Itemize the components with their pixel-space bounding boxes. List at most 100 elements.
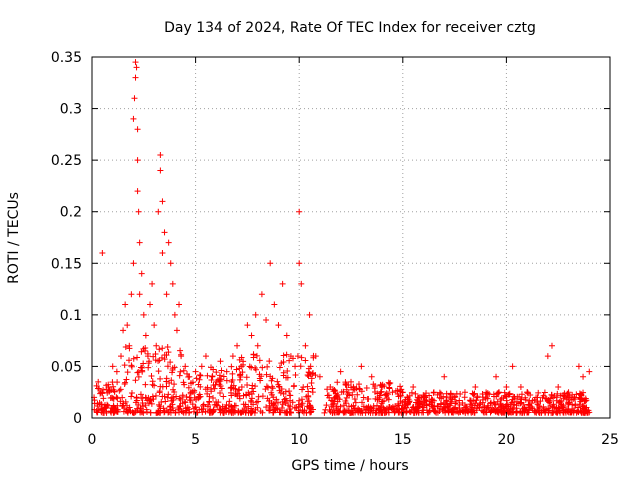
data-point xyxy=(430,397,437,404)
data-point xyxy=(286,405,293,412)
data-point xyxy=(167,359,174,366)
data-point xyxy=(438,395,445,402)
data-point xyxy=(140,311,147,318)
data-point xyxy=(299,406,306,413)
data-point xyxy=(208,376,215,383)
data-point xyxy=(336,408,343,415)
data-point xyxy=(342,409,349,416)
data-point xyxy=(169,280,176,287)
data-point xyxy=(476,404,483,411)
data-point xyxy=(147,396,154,403)
data-point xyxy=(370,403,377,410)
data-point xyxy=(99,389,106,396)
data-point xyxy=(120,400,127,407)
y-tick-label: 0 xyxy=(73,411,82,427)
data-point xyxy=(166,403,173,410)
x-tick-label: 25 xyxy=(601,432,619,448)
data-point xyxy=(283,351,290,358)
data-point xyxy=(133,64,140,71)
data-point xyxy=(376,394,383,401)
data-point xyxy=(294,353,301,360)
data-point xyxy=(280,390,287,397)
data-point xyxy=(510,404,517,411)
data-point xyxy=(309,406,316,413)
data-point xyxy=(236,392,243,399)
data-point xyxy=(562,408,569,415)
data-point xyxy=(414,405,421,412)
data-point xyxy=(149,393,156,400)
data-point xyxy=(389,389,396,396)
data-point xyxy=(513,408,520,415)
data-point xyxy=(451,394,458,401)
data-point xyxy=(94,409,101,416)
data-point xyxy=(343,382,350,389)
data-point xyxy=(309,389,316,396)
data-point xyxy=(308,379,315,386)
data-point xyxy=(424,409,431,416)
data-point xyxy=(177,347,184,354)
data-point xyxy=(453,390,460,397)
data-point xyxy=(286,388,293,395)
data-point xyxy=(316,373,323,380)
x-tick-label: 10 xyxy=(290,432,308,448)
data-point xyxy=(468,408,475,415)
y-tick-labels: 0 0.05 0.1 0.15 0.2 0.25 0.3 0.35 xyxy=(51,50,82,427)
data-point xyxy=(493,373,500,380)
data-point xyxy=(358,363,365,370)
data-point xyxy=(154,409,161,416)
data-point xyxy=(228,384,235,391)
data-point xyxy=(200,401,207,408)
data-point xyxy=(210,395,217,402)
data-point xyxy=(508,399,515,406)
data-point xyxy=(159,383,166,390)
y-tick-label: 0.3 xyxy=(60,102,82,118)
data-point xyxy=(296,260,303,267)
data-point xyxy=(164,363,171,370)
data-point xyxy=(359,399,366,406)
data-point xyxy=(252,406,259,413)
data-point xyxy=(235,386,242,393)
data-point xyxy=(198,406,205,413)
data-point xyxy=(463,403,470,410)
data-point xyxy=(124,322,131,329)
data-point xyxy=(197,383,204,390)
data-point xyxy=(263,383,270,390)
data-point xyxy=(132,59,139,66)
data-point xyxy=(482,394,489,401)
data-point xyxy=(175,406,182,413)
data-point xyxy=(101,409,108,416)
data-point xyxy=(248,364,255,371)
data-point xyxy=(134,126,141,133)
data-point xyxy=(149,280,156,287)
data-point xyxy=(142,332,149,339)
data-point xyxy=(254,398,261,405)
data-point xyxy=(134,369,141,376)
data-point xyxy=(217,406,224,413)
data-point xyxy=(471,390,478,397)
data-point xyxy=(255,393,262,400)
data-point xyxy=(527,404,534,411)
data-point xyxy=(324,386,331,393)
data-points xyxy=(91,59,593,416)
data-point xyxy=(494,390,501,397)
data-point xyxy=(377,389,384,396)
data-point xyxy=(412,390,419,397)
data-point xyxy=(179,400,186,407)
data-point xyxy=(213,398,220,405)
data-point xyxy=(243,374,250,381)
data-point xyxy=(494,409,501,416)
data-point xyxy=(264,395,271,402)
data-point xyxy=(582,398,589,405)
data-point xyxy=(130,409,137,416)
data-point xyxy=(97,389,104,396)
data-point xyxy=(378,382,385,389)
data-point xyxy=(149,381,156,388)
data-point xyxy=(171,388,178,395)
data-point xyxy=(420,394,427,401)
data-point xyxy=(279,401,286,408)
data-point xyxy=(509,363,516,370)
data-point xyxy=(506,409,513,416)
data-point xyxy=(210,366,217,373)
data-point xyxy=(163,375,170,382)
data-point xyxy=(470,407,477,414)
